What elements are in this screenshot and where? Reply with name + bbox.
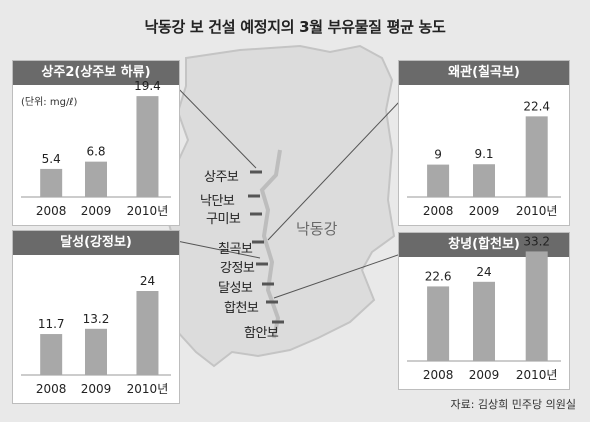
station-label: 칠곡보 xyxy=(218,242,253,257)
bar xyxy=(473,164,495,197)
bar xyxy=(136,291,159,375)
data-label: 13.2 xyxy=(83,312,110,326)
bar xyxy=(525,116,548,197)
x-tick-label: 2010년 xyxy=(127,204,169,218)
station-label: 강정보 xyxy=(220,261,255,276)
data-label: 9.1 xyxy=(474,147,493,161)
panel-title: 상주2(상주보 하류) xyxy=(13,61,179,85)
chart-panel-sangju: 상주2(상주보 하류) (단위: mg/ℓ) 5.4 2008 6.8 2009 19.… xyxy=(12,60,180,226)
x-tick-label: 2010년 xyxy=(127,382,169,396)
bar xyxy=(525,251,548,361)
x-tick-label: 2008 xyxy=(423,204,454,218)
x-tick-label: 2010년 xyxy=(516,204,558,218)
station-label: 합천보 xyxy=(224,301,259,316)
data-label: 11.7 xyxy=(38,317,65,331)
bar-chart: 22.6 2008 24 2009 33.2 2010년 xyxy=(407,234,561,382)
station-label: 구미보 xyxy=(206,212,241,227)
bar xyxy=(136,96,159,197)
leader-chilgok xyxy=(267,81,419,241)
bar-chart: 9 2008 9.1 2009 22.4 2010년 xyxy=(407,99,561,218)
data-label: 22.6 xyxy=(425,269,452,283)
x-tick-label: 2010년 xyxy=(516,368,558,382)
x-tick-label: 2008 xyxy=(36,382,67,396)
station-label: 상주보 xyxy=(204,170,239,185)
unit-label: (단위: mg/ℓ) xyxy=(21,97,78,108)
bar xyxy=(85,328,107,375)
data-label: 6.8 xyxy=(86,145,105,159)
source-note: 자료: 김상희 민주당 의원실 xyxy=(450,398,576,411)
chart-panel-waegwan: 왜관(칠곡보) 9 2008 9.1 2009 22.4 2010년 xyxy=(398,60,570,226)
river-line xyxy=(259,149,282,339)
leader-gangjeong xyxy=(171,239,261,259)
bar xyxy=(473,281,495,361)
x-tick-label: 2009 xyxy=(81,204,112,218)
x-tick-label: 2009 xyxy=(81,382,112,396)
leader-sangju xyxy=(171,81,257,169)
bar xyxy=(427,164,450,197)
data-label: 24 xyxy=(140,274,155,288)
x-tick-label: 2008 xyxy=(423,368,454,382)
data-label: 9 xyxy=(434,148,442,162)
bar xyxy=(85,161,107,197)
data-label: 19.4 xyxy=(134,79,161,93)
weir-markers xyxy=(248,170,284,324)
bar xyxy=(427,286,450,361)
panel-title: 창녕(합천보) xyxy=(399,233,569,257)
chart-panel-dalseong: 달성(강정보) 11.7 2008 13.2 2009 24 2010년 xyxy=(12,230,180,404)
x-tick-label: 2008 xyxy=(36,204,67,218)
panel-title: 달성(강정보) xyxy=(13,231,179,255)
panel-title: 왜관(칠곡보) xyxy=(399,61,569,85)
bar-chart: 5.4 2008 6.8 2009 19.4 2010년 xyxy=(21,79,171,218)
station-label: 달성보 xyxy=(218,281,253,296)
main-title: 낙동강 보 건설 예정지의 3월 부유물질 평균 농도 xyxy=(144,18,446,36)
data-label: 5.4 xyxy=(42,152,61,166)
data-label: 22.4 xyxy=(523,99,550,113)
chart-panel-changnyeong: 창녕(합천보) 22.6 2008 24 2009 33.2 2010년 xyxy=(398,232,570,390)
bar xyxy=(40,168,63,197)
leader-hapcheon xyxy=(273,247,419,299)
river-label: 낙동강 xyxy=(296,220,338,238)
bar-chart: 11.7 2008 13.2 2009 24 2010년 xyxy=(21,274,171,396)
station-label: 함안보 xyxy=(244,326,279,341)
data-label: 33.2 xyxy=(523,234,550,248)
x-tick-label: 2009 xyxy=(469,368,500,382)
bar xyxy=(40,334,63,375)
x-tick-label: 2009 xyxy=(469,204,500,218)
data-label: 24 xyxy=(476,265,491,279)
station-label: 낙단보 xyxy=(200,194,235,209)
